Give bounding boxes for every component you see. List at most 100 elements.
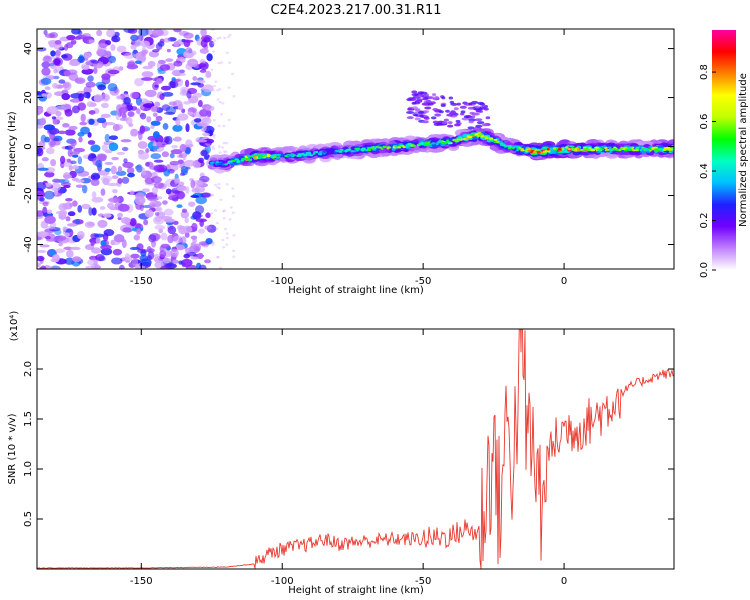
spectrogram-noise-cell bbox=[165, 58, 174, 63]
spectrogram-noise-cell bbox=[45, 225, 56, 230]
spectrogram-noise-cell bbox=[37, 231, 49, 238]
spectrogram-noise-cell bbox=[183, 32, 194, 39]
spectrogram-noise-cell bbox=[228, 33, 232, 37]
spectrogram-noise-cell bbox=[55, 116, 64, 121]
spectrogram-noise-cell bbox=[197, 252, 204, 260]
spectrogram-ridge-cell bbox=[537, 151, 541, 154]
spectrogram-ridge-cell bbox=[651, 147, 655, 150]
snr-x-ticks: -150 -100 -50 0 bbox=[130, 329, 567, 587]
spectrogram-noise-cell bbox=[140, 102, 145, 110]
spectrogram-noise-cell bbox=[117, 203, 130, 212]
spectrogram-noise-cell bbox=[51, 116, 57, 120]
spectrogram-noise-cell bbox=[91, 196, 104, 203]
spectrogram-noise-cell bbox=[78, 136, 83, 143]
spectrogram-noise-cell bbox=[179, 143, 187, 152]
spectrogram-noise-cell bbox=[72, 165, 79, 170]
spectrogram-ridge-cell bbox=[474, 118, 483, 122]
spectrogram-noise-cell bbox=[163, 37, 171, 43]
spectrogram-ridge-cell bbox=[484, 136, 489, 139]
spectrogram-noise-cell bbox=[122, 161, 134, 169]
spectrogram-ridge-cell bbox=[636, 146, 640, 149]
spectrogram-noise-cell bbox=[100, 188, 106, 196]
spectrogram-ridge-cell bbox=[516, 148, 521, 151]
spectrogram-noise-cell bbox=[86, 101, 95, 108]
spectrogram-noise-cell bbox=[59, 155, 66, 165]
spectrogram-ridge-cell bbox=[594, 146, 599, 149]
spectrogram-noise-cell bbox=[232, 234, 236, 237]
spectrogram-noise-cell bbox=[219, 198, 223, 201]
spectrogram-ridge-cell bbox=[424, 106, 432, 110]
spectrogram-noise-cell bbox=[135, 60, 142, 64]
spectrogram-noise-cell bbox=[181, 208, 188, 213]
spectrogram-noise-cell bbox=[88, 207, 93, 216]
spectrogram-noise-cell bbox=[85, 81, 96, 88]
spectrogram-noise-cell bbox=[141, 77, 154, 81]
spectrogram-noise-cell bbox=[151, 186, 159, 195]
spectrogram-noise-cell bbox=[190, 82, 202, 86]
spectrogram-noise-cell bbox=[107, 69, 120, 75]
spectrogram-noise-cell bbox=[232, 95, 236, 98]
spectrogram-ridge-cell bbox=[407, 107, 412, 111]
spectrogram-noise-cell bbox=[220, 61, 224, 64]
spectrogram-noise-cell bbox=[102, 213, 112, 218]
spectrogram-noise-cell bbox=[156, 196, 163, 200]
spectrogram-noise-cell bbox=[147, 196, 159, 202]
spectrogram-noise-cell bbox=[67, 148, 73, 157]
spectrogram-ridge-cell bbox=[620, 146, 624, 150]
spectrogram-noise-cell bbox=[139, 258, 152, 267]
spectrogram-noise-cell bbox=[227, 118, 231, 122]
spectrogram-noise-cell bbox=[88, 118, 95, 125]
spectrogram-noise-cell bbox=[37, 146, 43, 155]
spectrogram-ridge-cell bbox=[524, 149, 528, 152]
spectrogram-ridge-cell bbox=[421, 102, 429, 106]
spectrogram-noise-cell bbox=[146, 116, 152, 123]
spectrogram-noise-cell bbox=[214, 80, 218, 83]
spectrogram-noise-cell bbox=[170, 248, 179, 258]
spectrogram-ridge-cell bbox=[424, 141, 428, 144]
spectrogram-noise-cell bbox=[87, 132, 92, 138]
spectrogram-ridge-cell bbox=[586, 149, 592, 152]
spectrogram-noise-cell bbox=[191, 222, 198, 232]
spectrogram-noise-cell bbox=[156, 78, 163, 84]
spectrogram-noise-cell bbox=[204, 225, 213, 231]
spectrogram-ridge-cell bbox=[447, 121, 453, 125]
spectrogram-noise-cell bbox=[68, 60, 80, 67]
spectrogram-ridge-cell bbox=[446, 113, 454, 117]
spectrogram-ridge-cell bbox=[362, 148, 366, 151]
spectrogram-ridge-cell bbox=[504, 144, 509, 148]
spectrogram-ridge-cell bbox=[423, 116, 430, 120]
spectrogram-noise-cell bbox=[196, 122, 206, 127]
spectrogram-ridge-cell bbox=[604, 146, 608, 150]
spectrogram-noise-cell bbox=[70, 160, 77, 165]
spectrogram-noise-cell bbox=[201, 192, 212, 198]
spectrogram-ridge-cell bbox=[477, 134, 480, 138]
spectrogram-noise-cell bbox=[200, 149, 208, 157]
spectrogram-noise-cell bbox=[183, 101, 192, 105]
spectrogram-noise-cell bbox=[63, 70, 71, 77]
spectrogram-noise-cell bbox=[177, 103, 183, 111]
spectrogram-noise-cell bbox=[154, 253, 160, 260]
spectrogram-noise-cell bbox=[101, 102, 109, 109]
spectrogram-noise-cell bbox=[116, 151, 126, 155]
spectrogram-ridge-cell bbox=[411, 90, 418, 94]
spectrogram-ridge-cell bbox=[446, 141, 452, 144]
spectrogram-noise-cell bbox=[202, 132, 210, 137]
spectrogram-noise-cell bbox=[91, 60, 100, 64]
spectrogram-ridge-cell bbox=[416, 98, 423, 102]
spectrogram-ridge-cell bbox=[412, 101, 421, 105]
spectrogram-noise-cell bbox=[48, 249, 57, 256]
spectrogram-noise-cell bbox=[45, 147, 55, 155]
spectrogram-ridge-cell bbox=[457, 136, 462, 140]
spectrogram-noise-cell bbox=[53, 43, 64, 50]
spectrogram-noise-cell bbox=[41, 61, 51, 69]
spectrogram-noise-cell bbox=[74, 77, 86, 85]
spectrogram-noise-cell bbox=[107, 83, 118, 92]
spectrogram-ridge-cell bbox=[465, 137, 469, 141]
spectrogram-noise-cell bbox=[205, 212, 211, 219]
spectrogram-ridge-cell bbox=[427, 141, 431, 144]
spectrogram-noise-cell bbox=[212, 119, 216, 122]
spectrogram-noise-cell bbox=[104, 167, 111, 172]
spectrogram-noise-cell bbox=[170, 149, 183, 155]
spectrogram-noise-cell bbox=[147, 60, 156, 68]
